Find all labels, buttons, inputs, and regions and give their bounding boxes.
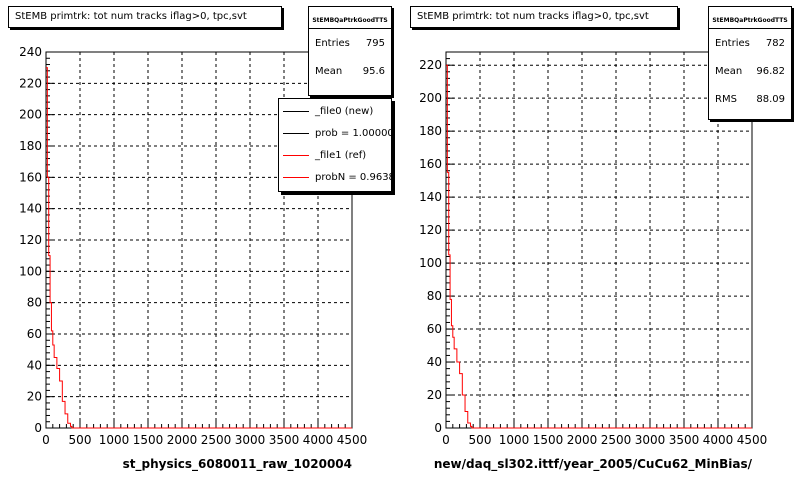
- y-tick-label: 180: [419, 124, 442, 138]
- y-tick-label: 140: [419, 190, 442, 204]
- histogram-panel-left: 0 500 1000 1500 2000 2500 3000 3500 4000 4500 0 20 4…: [8, 6, 392, 472]
- chart-title-right: StEMB primtrk: tot num tracks iflag>0, t…: [410, 6, 678, 28]
- y-tick-label: 20: [427, 388, 442, 402]
- legend-entry: probN = 0.963836: [279, 166, 391, 188]
- x-tick-label: 500: [469, 433, 492, 447]
- chart-canvas-right: 0 500 1000 1500 2000 2500 3000 3500 4000 4500 0 20 4…: [419, 51, 768, 472]
- legend-label: prob = 1.000000: [315, 127, 392, 139]
- legend-line-swatch: [283, 154, 309, 156]
- legend-box-left: _file0 (new) prob = 1.000000 _file1 (ref…: [278, 98, 392, 192]
- legend-line-swatch: [283, 110, 309, 112]
- y-tick-label: 200: [19, 108, 42, 122]
- y-tick-label: 160: [19, 170, 42, 184]
- x-axis-label: new/daq_sl302.ittf/year_2005/CuCu62_MinB…: [434, 457, 753, 472]
- x-tick-label: 4500: [737, 433, 768, 447]
- y-tick-label: 0: [34, 421, 42, 435]
- x-tick-label: 2000: [567, 433, 598, 447]
- legend-line-swatch: [283, 176, 309, 178]
- y-tick-label: 40: [427, 355, 442, 369]
- x-tick-label: 0: [42, 433, 50, 447]
- stats-value: 795: [365, 37, 385, 49]
- plot-frame: [445, 51, 753, 429]
- stats-row-rms-right: RMS 88.09: [709, 85, 791, 113]
- stats-header-right: StEMBQaPtrkGoodTTS: [709, 7, 791, 29]
- legend-entry: _file0 (new): [279, 100, 391, 122]
- histogram-series-line: [46, 67, 352, 429]
- x-tick-label: 2500: [601, 433, 632, 447]
- x-tick-label: 4500: [337, 433, 368, 447]
- stats-value: 782: [765, 37, 785, 49]
- stats-value: 88.09: [756, 93, 785, 105]
- legend-entry: _file1 (ref): [279, 144, 391, 166]
- x-tick-label: 3500: [269, 433, 300, 447]
- y-tick-label: 80: [27, 296, 42, 310]
- legend-label: _file0 (new): [315, 105, 374, 117]
- y-tick-label: 100: [19, 264, 42, 278]
- y-tick-label: 100: [419, 256, 442, 270]
- x-axis-label: st_physics_6080011_raw_1020004: [123, 457, 352, 472]
- x-tick-label: 4000: [703, 433, 734, 447]
- x-tick-label: 500: [69, 433, 92, 447]
- x-tick-label: 2000: [167, 433, 198, 447]
- y-tick-label: 200: [419, 91, 442, 105]
- y-tick-label: 160: [419, 157, 442, 171]
- legend-label: probN = 0.963836: [315, 171, 391, 183]
- y-tick-label: 0: [434, 421, 442, 435]
- stats-label: Mean: [715, 65, 743, 77]
- stats-row-entries-right: Entries 782: [709, 29, 791, 57]
- y-tick-label: 120: [19, 233, 42, 247]
- x-tick-label: 1000: [499, 433, 530, 447]
- x-tick-label: 3500: [669, 433, 700, 447]
- stats-header-left: StEMBQaPtrkGoodTTS: [309, 7, 391, 29]
- y-tick-label: 220: [19, 76, 42, 90]
- y-tick-label: 220: [419, 58, 442, 72]
- stats-value: 96.82: [756, 65, 785, 77]
- stats-box-left: StEMBQaPtrkGoodTTS Entries 795 Mean 95.6: [308, 6, 392, 96]
- y-tick-label: 120: [419, 223, 442, 237]
- histogram-series-line: [446, 64, 752, 429]
- legend-entry: prob = 1.000000: [279, 122, 391, 144]
- y-tick-label: 60: [27, 327, 42, 341]
- y-tick-label: 40: [27, 358, 42, 372]
- y-tick-label: 80: [427, 289, 442, 303]
- x-tick-label: 0: [442, 433, 450, 447]
- x-tick-label: 3000: [635, 433, 666, 447]
- stats-label: RMS: [715, 93, 737, 105]
- legend-line-swatch: [283, 132, 309, 134]
- stats-label: Entries: [715, 37, 750, 49]
- x-tick-label: 1500: [533, 433, 564, 447]
- x-tick-label: 4000: [303, 433, 334, 447]
- stats-box-right: StEMBQaPtrkGoodTTS Entries 782 Mean 96.8…: [708, 6, 792, 120]
- y-tick-label: 240: [19, 45, 42, 59]
- y-tick-label: 180: [19, 139, 42, 153]
- x-tick-label: 1000: [99, 433, 130, 447]
- stats-row-mean-left: Mean 95.6: [309, 57, 391, 85]
- stats-value: 95.6: [362, 65, 385, 77]
- x-tick-label: 1500: [133, 433, 164, 447]
- chart-title-left: StEMB primtrk: tot num tracks iflag>0, t…: [8, 6, 282, 28]
- y-tick-label: 60: [427, 322, 442, 336]
- legend-label: _file1 (ref): [315, 149, 367, 161]
- y-tick-label: 20: [27, 390, 42, 404]
- stats-row-entries-left: Entries 795: [309, 29, 391, 57]
- x-tick-label: 2500: [201, 433, 232, 447]
- histogram-panel-right: 0 500 1000 1500 2000 2500 3000 3500 4000 4500 0 20 4…: [400, 0, 800, 480]
- x-tick-label: 3000: [235, 433, 266, 447]
- stats-label: Mean: [315, 65, 343, 77]
- y-tick-label: 140: [19, 202, 42, 216]
- stats-row-mean-right: Mean 96.82: [709, 57, 791, 85]
- stats-label: Entries: [315, 37, 350, 49]
